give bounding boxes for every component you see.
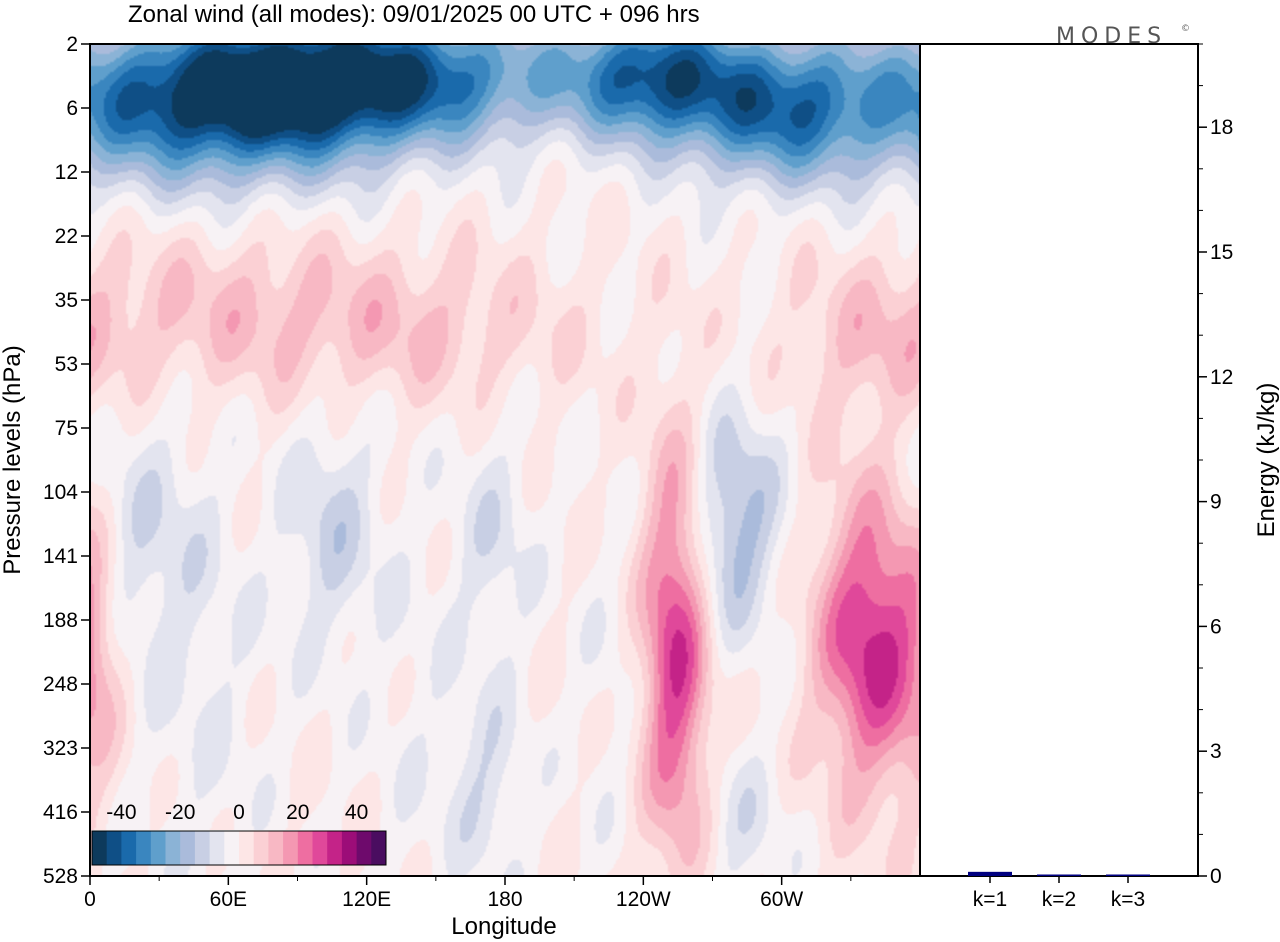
colorbar-swatch: [136, 831, 152, 865]
x-tick-label: 120E: [342, 888, 391, 911]
y-tick-label: 416: [43, 801, 78, 824]
y-tick-label: 75: [55, 417, 78, 440]
y-tick-label: 22: [55, 225, 78, 248]
energy-bar: [1037, 874, 1081, 876]
y-tick-label: 528: [43, 865, 78, 888]
colorbar-swatch: [268, 831, 284, 865]
energy-tick-label: 9: [1210, 491, 1222, 514]
colorbar-swatch: [224, 831, 240, 865]
energy-bars: [968, 871, 1150, 876]
energy-bar: [968, 871, 1012, 876]
energy-category-label: k=3: [1111, 888, 1145, 911]
y-tick-label: 6: [66, 97, 78, 120]
colorbar-swatch: [106, 831, 122, 865]
x-tick-label: 0: [84, 888, 96, 911]
colorbar-tick-label: -20: [165, 801, 195, 824]
colorbar-swatch: [180, 831, 196, 865]
x-tick-label: 60W: [760, 888, 803, 911]
colorbar: -40 -20 0 20 40: [91, 801, 387, 866]
y-tick-label: 104: [43, 481, 78, 504]
energy-axes: 0 3 6 9 12 15 18 k=1 k=2 k=3: [973, 43, 1233, 911]
colorbar-swatch: [312, 831, 328, 865]
colorbar-tick-label: -40: [106, 801, 136, 824]
energy-axis-label: Energy (kJ/kg): [1253, 383, 1280, 538]
colorbar-tick-label: 20: [286, 801, 309, 824]
colorbar-swatch: [121, 831, 137, 865]
y-tick-label: 53: [55, 353, 78, 376]
heatmap-field: [90, 44, 920, 876]
y-tick-label: 323: [43, 737, 78, 760]
energy-tick-label: 0: [1210, 865, 1222, 888]
colorbar-swatch: [297, 831, 313, 865]
logo-mark: ©: [1181, 24, 1190, 34]
colorbar-swatch: [371, 831, 387, 865]
y-axis-label: Pressure levels (hPa): [0, 345, 26, 574]
colorbar-swatch: [283, 831, 299, 865]
colorbar-swatch: [194, 831, 211, 865]
energy-bar: [1106, 874, 1150, 876]
colorbar-swatch: [92, 831, 108, 865]
colorbar-swatch: [209, 831, 225, 865]
y-tick-label: 141: [43, 545, 78, 568]
heatmap-axes: 2 6 12 22 35 53 75 104 141 188 248 323 416 528 0 60E 120…: [43, 33, 852, 911]
colorbar-swatch: [253, 831, 269, 865]
chart-title: Zonal wind (all modes): 09/01/2025 00 UT…: [128, 1, 700, 28]
energy-tick-label: 15: [1210, 241, 1233, 264]
y-tick-label: 12: [55, 161, 78, 184]
heatmap-plot: [90, 44, 920, 876]
energy-tick-label: 12: [1210, 366, 1233, 389]
colorbar-swatch: [327, 831, 343, 865]
x-tick-label: 180: [487, 888, 522, 911]
colorbar-swatch: [150, 831, 166, 865]
energy-frame: [919, 43, 1199, 877]
colorbar-swatch: [239, 831, 255, 865]
x-axis-label: Longitude: [451, 913, 556, 940]
x-tick-label: 120W: [616, 888, 671, 911]
y-tick-label: 188: [43, 609, 78, 632]
y-tick-label: 2: [66, 33, 78, 56]
colorbar-frame: [91, 830, 387, 866]
colorbar-swatch: [356, 831, 372, 865]
colorbar-swatch: [165, 831, 181, 865]
energy-panel: 0 3 6 9 12 15 18 k=1 k=2 k=3 Energy (kJ/kg): [919, 43, 1280, 911]
energy-category-label: k=2: [1042, 888, 1076, 911]
energy-tick-label: 6: [1210, 615, 1222, 638]
energy-tick-label: 3: [1210, 740, 1222, 763]
colorbar-tick-label: 0: [233, 801, 245, 824]
y-tick-label: 35: [55, 289, 78, 312]
energy-tick-label: 18: [1210, 116, 1233, 139]
colorbar-swatch: [341, 831, 358, 865]
energy-category-label: k=1: [973, 888, 1007, 911]
x-tick-label: 60E: [210, 888, 247, 911]
y-tick-label: 248: [43, 673, 78, 696]
colorbar-tick-label: 40: [345, 801, 368, 824]
